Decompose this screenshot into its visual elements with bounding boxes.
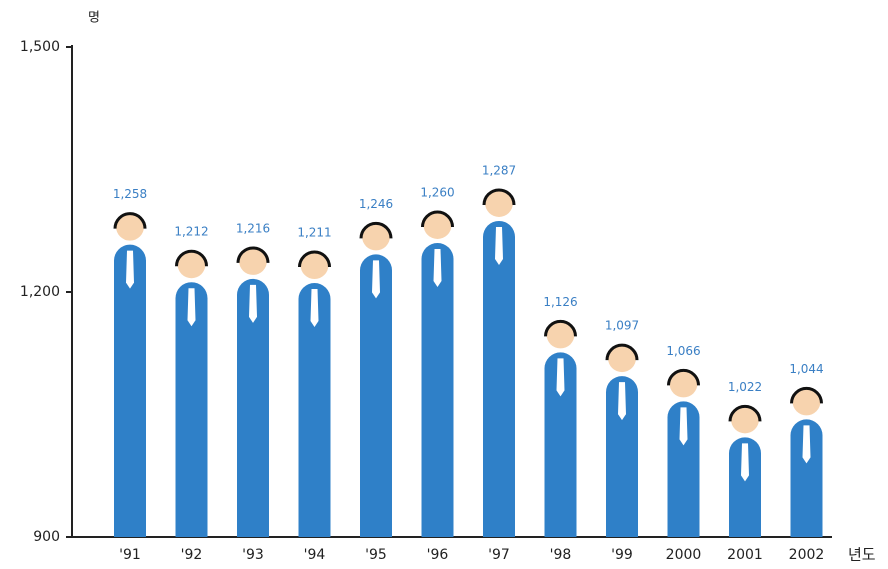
head <box>423 211 452 239</box>
x-tick-label: '96 <box>427 547 449 563</box>
bar <box>667 401 700 537</box>
hair <box>113 212 147 229</box>
head <box>239 246 267 275</box>
x-axis-label: 년도 <box>848 546 876 564</box>
value-label: 1,260 <box>420 186 454 200</box>
hair <box>544 320 577 337</box>
tie <box>618 382 626 421</box>
hair <box>667 369 700 386</box>
x-tick-label: '95 <box>365 547 387 563</box>
tie <box>249 284 257 323</box>
x-tick-label: '97 <box>488 547 510 563</box>
tie <box>802 425 811 464</box>
bar <box>483 220 515 537</box>
tie <box>126 250 134 289</box>
head <box>177 250 206 279</box>
y-tick-label: 900 <box>33 529 60 545</box>
tie <box>556 358 565 397</box>
y-tick-label: 1,500 <box>20 39 60 55</box>
bar <box>606 376 638 537</box>
x-tick-label: '93 <box>242 547 264 563</box>
value-label: 1,066 <box>666 344 700 358</box>
value-label: 1,258 <box>113 187 147 201</box>
hair <box>482 188 516 206</box>
hair <box>236 246 270 264</box>
bar <box>360 254 392 537</box>
hair <box>790 386 823 404</box>
hair <box>175 249 208 267</box>
value-label: 1,216 <box>236 221 270 235</box>
bar <box>421 243 454 537</box>
tie <box>372 260 380 299</box>
bar <box>544 352 577 537</box>
value-label: 1,212 <box>174 225 208 239</box>
value-label: 1,287 <box>482 163 516 177</box>
x-tick-label: 2001 <box>727 547 763 563</box>
hair <box>605 343 639 361</box>
tie <box>741 443 749 482</box>
bar <box>175 282 208 537</box>
x-tick-label: 2002 <box>789 547 825 563</box>
x-tick-label: 2000 <box>666 547 702 563</box>
tie <box>310 289 319 328</box>
bar <box>237 278 269 537</box>
bar <box>114 244 146 537</box>
value-label: 1,211 <box>297 226 331 240</box>
hair <box>359 222 393 239</box>
value-label: 1,246 <box>359 197 393 211</box>
hair <box>298 250 331 268</box>
value-label: 1,097 <box>605 319 639 333</box>
bar <box>298 283 331 537</box>
head <box>731 405 759 434</box>
value-label: 1,126 <box>543 295 577 309</box>
tie <box>187 288 196 327</box>
x-tick-label: '94 <box>304 547 326 563</box>
head <box>608 344 636 373</box>
head <box>546 320 575 349</box>
bar <box>729 437 761 537</box>
head <box>362 222 390 251</box>
tie <box>495 226 503 265</box>
head <box>485 188 513 217</box>
value-label: 1,044 <box>789 362 823 376</box>
tie <box>433 249 442 287</box>
x-tick-label: '99 <box>611 547 633 563</box>
bar <box>790 419 823 537</box>
y-tick-label: 1,200 <box>20 284 60 300</box>
hair <box>728 404 762 422</box>
x-tick-label: '98 <box>550 547 572 563</box>
tie <box>679 407 688 446</box>
head <box>669 369 698 398</box>
head <box>792 387 821 416</box>
x-tick-label: '92 <box>181 547 203 563</box>
head <box>116 212 144 241</box>
value-label: 1,022 <box>728 380 762 394</box>
x-tick-label: '91 <box>119 547 141 563</box>
head <box>300 251 329 280</box>
hair <box>421 210 454 228</box>
y-unit: 명 <box>88 11 100 26</box>
